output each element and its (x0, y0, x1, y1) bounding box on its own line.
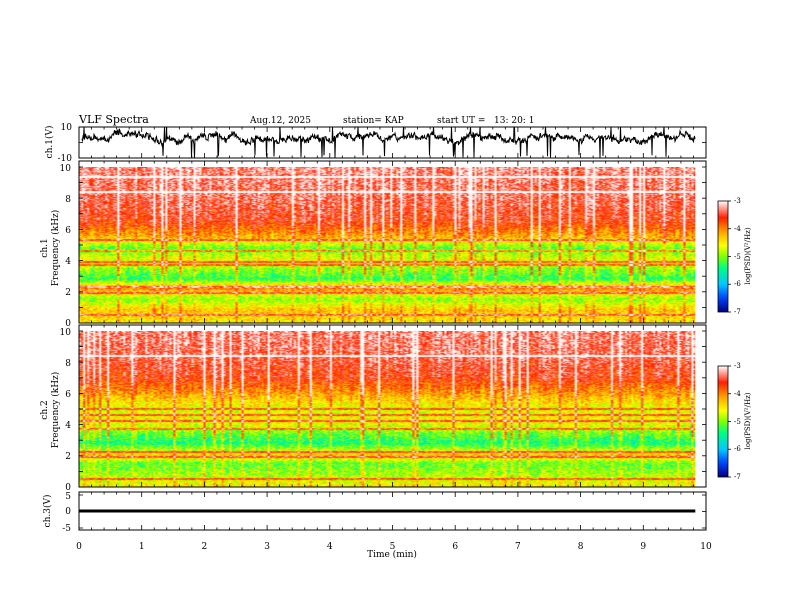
time-tick-label: 3 (264, 542, 270, 552)
ch1-ytick-top: 10 (61, 123, 73, 133)
time-tick-label: 0 (76, 542, 82, 552)
ch1-spectrogram-ticks (78, 161, 707, 324)
ch1-cb-tick-m6: -6 (734, 280, 741, 288)
ch2-freq-tick-2: 2 (65, 452, 71, 462)
time-tick-label: 4 (327, 542, 333, 552)
ch1-cb-tick-m7: -7 (734, 308, 741, 316)
ch2-freq-tick-10: 10 (60, 328, 72, 338)
ch2-freq-tick-8: 8 (65, 359, 71, 369)
time-tick-label: 7 (515, 542, 521, 552)
ch2-ylabel-frequency: Frequency (kHz) (50, 372, 61, 449)
start-ut-value: 13: 20: 1 (494, 116, 534, 126)
ch1-waveform-ticks (78, 126, 707, 159)
time-tick-label: 10 (700, 542, 712, 552)
ch1-ytick-bottom: -10 (58, 154, 73, 164)
ch3-waveform-panel: 5 0 -5 ch.3(V) (42, 491, 707, 534)
ch2-colorbar-gradient (717, 365, 729, 478)
ch2-cb-tick-m7: -7 (734, 473, 741, 481)
time-tick-label: 9 (640, 542, 646, 552)
ch1-spectrogram-image (79, 167, 696, 323)
ch1-colorbar-label: log(PSD)(V²/Hz) (744, 227, 752, 284)
station-label: station= KAP (343, 116, 404, 126)
ch3-waveform-trace (79, 509, 696, 513)
ch2-cb-tick-m4: -4 (734, 390, 741, 398)
time-axis-label: Time (min) (367, 549, 417, 560)
ch1-cb-tick-m3: -3 (734, 197, 741, 205)
time-axis-tick-labels: 0 1 2 3 4 5 6 7 8 9 10 (76, 542, 712, 552)
ch1-freq-tick-10: 10 (60, 164, 72, 174)
ch1-waveform-line (81, 126, 696, 158)
date-label: Aug.12, 2025 (249, 116, 311, 126)
ch2-colorbar-label: log(PSD)(V²/Hz) (744, 392, 752, 449)
ch2-cb-tick-m6: -6 (734, 445, 741, 453)
ch3-ytick-m5: -5 (62, 524, 71, 534)
ch3-waveform-ylabel: ch.3(V) (42, 495, 53, 528)
ch1-spectrogram-panel: 10 8 6 4 2 0 ch.1 Frequency (kHz) (40, 160, 707, 329)
ch1-freq-tick-0: 0 (65, 319, 71, 329)
ch2-freq-tick-4: 4 (65, 421, 71, 431)
ch2-ylabel-channel: ch.2 (40, 400, 50, 419)
ch1-freq-tick-6: 6 (65, 226, 71, 236)
ch2-spectrogram-ylabel: ch.2 Frequency (kHz) (40, 372, 61, 449)
ch1-freq-tick-4: 4 (65, 257, 71, 267)
ch1-waveform-trace (81, 126, 696, 158)
ch3-ytick-0: 0 (65, 507, 71, 517)
time-tick-label: 2 (202, 542, 208, 552)
time-tick-label: 5 (390, 542, 396, 552)
ch2-freq-tick-0: 0 (65, 483, 71, 493)
ch1-ylabel-frequency: Frequency (kHz) (50, 210, 61, 287)
ch1-spectrogram-ylabel: ch.1 Frequency (kHz) (40, 210, 61, 287)
ch1-cb-tick-m4: -4 (734, 225, 741, 233)
ch2-spectrogram-ticks (78, 325, 707, 488)
ch3-waveform-ticks (78, 492, 707, 530)
ch1-colorbar: -3 -4 -5 -6 -7 log(PSD)(V²/Hz) (717, 197, 752, 316)
ch2-colorbar-ticks (728, 365, 731, 478)
ch1-cb-tick-m5: -5 (734, 253, 741, 261)
ch3-ytick-5: 5 (65, 492, 71, 502)
ch2-spectrogram-image (79, 331, 696, 487)
ch1-colorbar-ticks (728, 200, 731, 313)
ch2-colorbar: -3 -4 -5 -6 -7 log(PSD)(V²/Hz) (717, 362, 752, 481)
ch2-cb-tick-m5: -5 (734, 418, 741, 426)
ch2-cb-tick-m3: -3 (734, 362, 741, 370)
ch1-ylabel-channel: ch.1 (40, 238, 50, 257)
ch2-freq-tick-6: 6 (65, 390, 71, 400)
ch1-freq-tick-8: 8 (65, 195, 71, 205)
ch1-colorbar-gradient (717, 200, 729, 313)
ch1-freq-tick-2: 2 (65, 288, 71, 298)
ch2-spectrogram-panel: 10 8 6 4 2 0 ch.2 Frequency (kHz) (40, 324, 707, 493)
figure-title: VLF Spectra (78, 113, 149, 126)
time-tick-label: 6 (452, 542, 458, 552)
start-ut-label: start UT = (437, 116, 485, 126)
ch1-waveform-panel: 10 -10 ch.1(V) (44, 123, 707, 164)
ch1-waveform-ylabel: ch.1(V) (44, 126, 55, 159)
time-tick-label: 1 (139, 542, 145, 552)
time-tick-label: 8 (578, 542, 584, 552)
